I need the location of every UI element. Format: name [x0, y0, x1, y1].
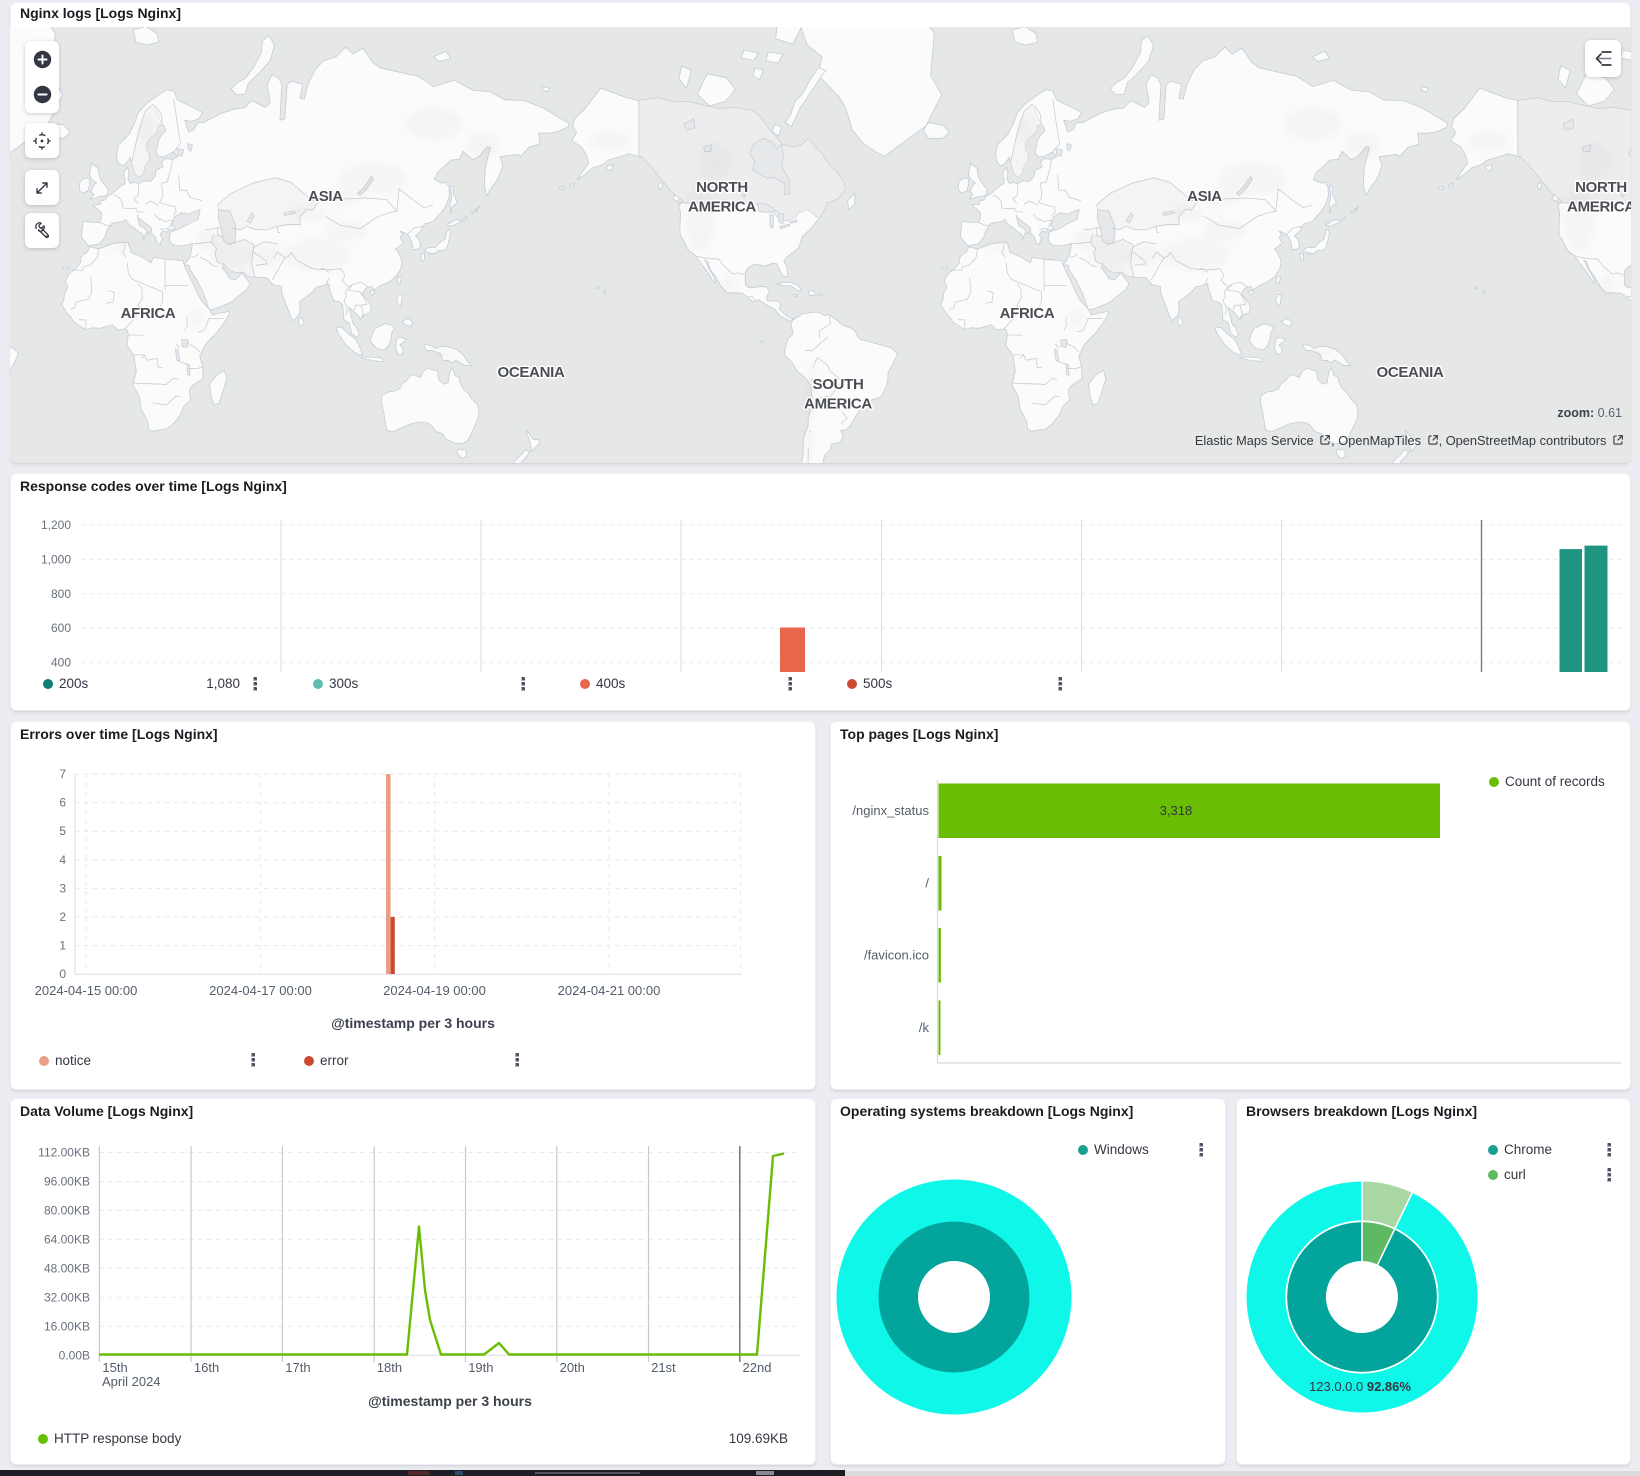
svg-text:1,000: 1,000 [41, 552, 71, 566]
svg-text:400: 400 [51, 656, 71, 670]
svg-text:OCEANIA: OCEANIA [1376, 364, 1444, 381]
svg-text:2024-04-21 00:00: 2024-04-21 00:00 [558, 983, 661, 998]
svg-text:16th: 16th [194, 1360, 219, 1375]
svg-text:6: 6 [59, 796, 66, 810]
svg-text:600: 600 [51, 621, 71, 635]
svg-text:123.0.0.0 92.86%: 123.0.0.0 92.86% [1309, 1379, 1411, 1394]
svg-text:4: 4 [59, 853, 66, 867]
svg-text:32.00KB: 32.00KB [44, 1290, 90, 1304]
svg-text:48.00KB: 48.00KB [44, 1261, 90, 1275]
svg-text:1,200: 1,200 [41, 518, 71, 532]
svg-text:/nginx_status: /nginx_status [852, 803, 929, 818]
svg-text:@timestamp per 3 hours: @timestamp per 3 hours [368, 1393, 532, 1409]
svg-text:NORTH: NORTH [696, 179, 748, 196]
svg-text:64.00KB: 64.00KB [44, 1232, 90, 1246]
svg-text:80.00KB: 80.00KB [44, 1204, 90, 1218]
svg-text:SOUTH: SOUTH [812, 376, 863, 393]
svg-text:0.00B: 0.00B [59, 1348, 90, 1362]
svg-text:15th: 15th [102, 1360, 127, 1375]
svg-text:2024-04-19 00:00: 2024-04-19 00:00 [383, 983, 486, 998]
svg-text:21st: 21st [651, 1360, 676, 1375]
svg-text:NORTH: NORTH [1575, 179, 1627, 196]
svg-text:18th: 18th [377, 1360, 402, 1375]
svg-text:/favicon.ico: /favicon.ico [864, 948, 929, 963]
svg-text:@timestamp per 3 hours: @timestamp per 3 hours [331, 1015, 495, 1031]
svg-text:800: 800 [51, 587, 71, 601]
svg-text:AMERICA: AMERICA [1567, 199, 1631, 216]
svg-text:16.00KB: 16.00KB [44, 1319, 90, 1333]
svg-text:96.00KB: 96.00KB [44, 1175, 90, 1189]
svg-text:AFRICA: AFRICA [121, 305, 176, 322]
svg-text:AMERICA: AMERICA [688, 199, 756, 216]
svg-text:AMERICA: AMERICA [804, 396, 872, 413]
svg-text:22nd: 22nd [743, 1360, 772, 1375]
svg-text:2024-04-15 00:00: 2024-04-15 00:00 [35, 983, 138, 998]
svg-text:19th: 19th [468, 1360, 493, 1375]
svg-text:3: 3 [59, 881, 66, 895]
svg-text:3,318: 3,318 [1160, 803, 1193, 818]
svg-text:2: 2 [59, 910, 66, 924]
svg-text:5: 5 [59, 824, 66, 838]
svg-text:112.00KB: 112.00KB [38, 1146, 90, 1160]
svg-text:OCEANIA: OCEANIA [497, 364, 565, 381]
svg-text:ASIA: ASIA [1187, 188, 1222, 205]
svg-text:/: / [925, 876, 929, 891]
svg-text:17th: 17th [285, 1360, 310, 1375]
svg-text:20th: 20th [560, 1360, 585, 1375]
svg-text:AFRICA: AFRICA [1000, 305, 1055, 322]
svg-text:2024-04-17 00:00: 2024-04-17 00:00 [209, 983, 312, 998]
svg-text:ASIA: ASIA [308, 188, 343, 205]
svg-text:7: 7 [59, 767, 66, 781]
svg-text:April 2024: April 2024 [102, 1374, 161, 1389]
svg-text:/k: /k [919, 1020, 930, 1035]
svg-text:1: 1 [59, 939, 66, 953]
svg-text:0: 0 [59, 967, 66, 981]
